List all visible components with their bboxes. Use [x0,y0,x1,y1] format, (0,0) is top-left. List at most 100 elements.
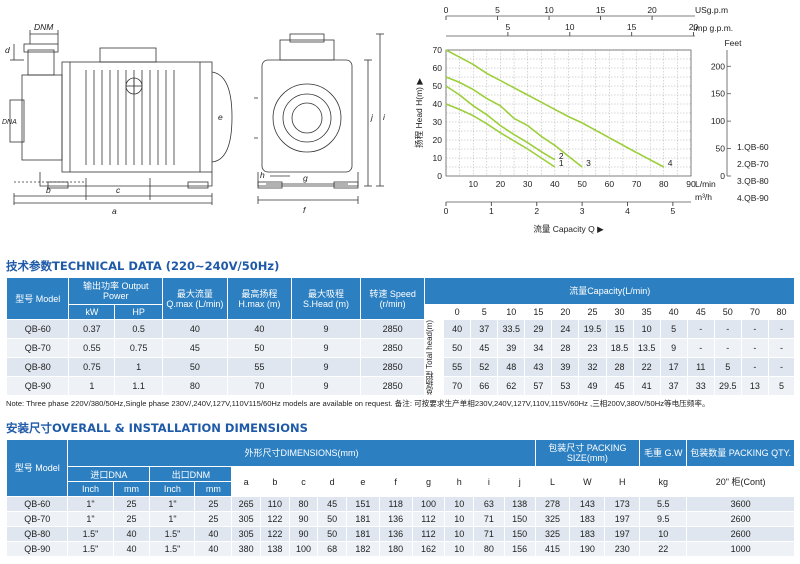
cell-head: 50 [443,338,472,359]
th-dnm-inch: Inch [149,481,196,497]
cell-hmax: 40 [226,318,293,340]
th-packing-qty: 包装数量 PACKING QTY. [686,439,795,467]
cell-head: - [686,318,715,340]
cell-dim: 305 [231,511,261,527]
y-tick-label: 50 [433,81,443,91]
curve-label: 1 [559,158,564,168]
m3h-tick-label: 2 [534,206,539,216]
imp-tick-label: 20 [689,22,699,32]
flow-header: 20 [551,304,580,320]
m3h-tick-label: 4 [625,206,630,216]
th-container: 20" 柜(Cont) [686,466,795,497]
cell-dim: 110 [260,496,290,512]
label-h: h [260,170,265,180]
table-row: QB-80 0.75 1 50 55 9 2850 55 52 48 43 39… [5,357,796,378]
cell-model: QB-90 [5,376,70,397]
cell-dna-mm: 25 [112,496,151,512]
cell-dnm-mm: 40 [194,526,233,542]
cell-dim: 112 [411,511,446,527]
imp-tick-label: 5 [506,22,511,32]
th-dim-j: j [503,466,536,497]
flow-header: 70 [740,304,769,320]
cell-head: 37 [470,318,499,340]
cell-dim: 182 [346,541,380,557]
cell-model: QB-70 [5,511,69,527]
cell-dna-inch: 1.5" [67,526,114,542]
cell-dim: 380 [231,541,261,557]
cell-qty: 3600 [686,496,795,512]
cell-speed: 2850 [359,357,426,378]
cell-head: 28 [551,338,580,359]
cell-dnm-mm: 25 [194,496,233,512]
label-f: f [303,205,307,215]
cell-head: 45 [605,376,634,397]
y-tick-label: 20 [433,135,443,145]
th-inlet-dna: 进口DNA [67,466,151,482]
cell-dim: 71 [473,511,505,527]
cell-gw: 10 [639,526,688,542]
cell-dim: 90 [288,526,319,542]
cell-head: - [740,318,769,340]
cell-pack: 230 [604,541,641,557]
label-a: a [112,206,117,216]
cell-head: 10 [632,318,661,340]
cell-dim: 138 [260,541,290,557]
cell-dim: 118 [378,496,413,512]
cell-dim: 122 [260,511,290,527]
th-dim-i: i [473,466,505,497]
label-g: g [303,173,308,183]
cell-head: 13.5 [632,338,661,359]
cell-dnm-inch: 1" [149,511,196,527]
cell-head: 37 [659,376,688,397]
flow-header: 40 [659,304,688,320]
cell-pack: 173 [604,496,641,512]
th-packing-size: 包装尺寸 PACKING SIZE(mm) [534,439,641,467]
th-pack-w: W [569,466,606,497]
th-dim-h: h [444,466,475,497]
cell-head: 48 [497,357,526,378]
cell-head: 18.5 [605,338,634,359]
cell-hp: 1 [114,357,164,378]
x-tick-label: 90 [686,179,696,189]
cell-dim: 180 [378,541,413,557]
voltage-note: Note: Three phase 220V/380/50Hz,Single p… [6,399,710,408]
x-tick-label: 70 [632,179,642,189]
cell-hmax: 55 [226,357,293,378]
cell-head: 33 [686,376,715,397]
cell-head: 17 [659,357,688,378]
cell-dim: 151 [346,496,380,512]
label-dnm: DNM [34,22,54,32]
th-hp: HP [114,304,164,320]
cell-dim: 265 [231,496,261,512]
legend-entry: 4.QB-90 [737,193,769,203]
dimensions-table: 型号 Model 外形尺寸DIMENSIONS(mm) 包装尺寸 PACKING… [5,439,795,557]
cell-kw: 0.55 [68,338,116,359]
y-tick-label: 40 [433,99,443,109]
imp-tick-label: 10 [565,22,575,32]
cell-dim: 68 [317,541,348,557]
th-outlet-dnm: 出口DNM [149,466,233,482]
cell-model: QB-70 [5,338,70,359]
cell-dnm-mm: 25 [194,511,233,527]
legend-entry: 1.QB-60 [737,142,769,152]
cell-head: - [713,338,742,359]
cell-head: 29.5 [713,376,742,397]
cell-pack: 183 [569,526,606,542]
cell-dim: 156 [503,541,536,557]
curve-label: 2 [559,151,564,161]
cell-head: 55 [443,357,472,378]
th-hmax: 最高扬程 H.max (m) [226,277,293,320]
x-tick-label: 20 [496,179,506,189]
usgpm-axis-label: USg.p.m [695,5,728,15]
cell-dim: 112 [411,526,446,542]
cell-shead: 9 [291,318,361,340]
cell-qmax: 45 [162,338,228,359]
cell-head: 40 [443,318,472,340]
th-dim-e: e [346,466,380,497]
series-line-qb-90 [445,49,665,168]
cell-pack: 190 [569,541,606,557]
cell-dna-mm: 40 [112,541,151,557]
th-pack-h: H [604,466,641,497]
cell-head: 22 [632,357,661,378]
cell-head: 33.5 [497,318,526,340]
